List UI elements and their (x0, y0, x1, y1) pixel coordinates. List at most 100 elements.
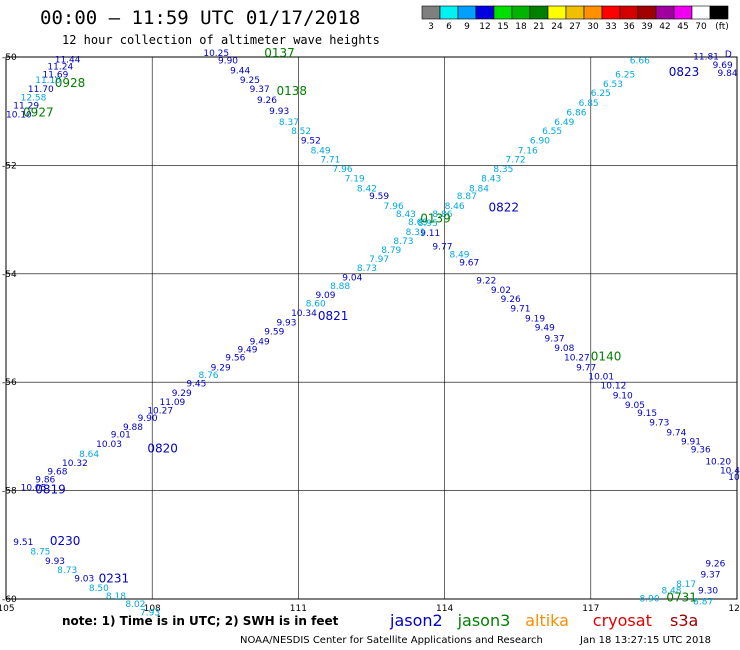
wave-height-value: 9.09 (315, 291, 335, 301)
wave-height-value: 7.96 (384, 202, 404, 212)
lat-tick-label: -56 (2, 378, 17, 388)
wave-height-value: 10.12 (601, 382, 627, 392)
legend-label: 39 (641, 22, 653, 32)
lon-tick-label: 108 (144, 604, 161, 614)
legend-swatch (547, 5, 567, 20)
legend-label: 30 (587, 22, 599, 32)
legend-label: 42 (659, 22, 670, 32)
lat-tick-label: -52 (2, 161, 17, 171)
wave-height-value: 9.73 (649, 419, 669, 429)
legend-label: 3 (428, 22, 434, 32)
wave-height-value: 9.52 (301, 137, 321, 147)
wave-height-value: 11.29 (13, 101, 39, 111)
legend-swatch (583, 5, 603, 20)
wave-height-value: 8.79 (381, 246, 401, 256)
wave-height-value: 9.91 (681, 438, 701, 448)
wave-height-value: 7.19 (345, 175, 365, 185)
wave-height-value: 11.24 (47, 62, 73, 72)
legend-label: 24 (551, 22, 563, 32)
wave-height-value: 8.73 (57, 566, 77, 576)
lon-tick-label: 105 (0, 604, 15, 614)
legend-label: 21 (533, 22, 544, 32)
wave-height-value: 8.43 (481, 175, 501, 185)
wave-height-value: 7.93 (140, 608, 160, 618)
wave-height-value: 10.27 (147, 407, 173, 417)
wave-height-value: 9.37 (545, 335, 565, 345)
lat-tick-label: -60 (2, 595, 17, 605)
wave-height-value: 9.36 (691, 446, 711, 456)
legend-label: 70 (695, 22, 707, 32)
wave-height-value: 9.90 (218, 57, 238, 67)
wave-height-value: 8.17 (676, 580, 696, 590)
wave-height-value: 9.01 (111, 430, 131, 440)
wave-height-value: 11.10 (35, 76, 61, 86)
wave-height-value: 11.70 (28, 85, 54, 95)
wave-height-value: 10.34 (291, 309, 317, 319)
wave-height-value: 9.68 (47, 467, 67, 477)
legend-swatch (457, 5, 477, 20)
legend-swatch (619, 5, 639, 20)
wave-height-value: 9.49 (250, 337, 270, 347)
pass-time-label: 0819 (35, 482, 66, 496)
satellite-name: cryosat (593, 611, 652, 630)
legend-swatch (493, 5, 513, 20)
legend-unit: (ft) (715, 22, 729, 32)
wave-height-value: 7.72 (506, 156, 526, 166)
wave-height-value: 11.81 (693, 53, 719, 63)
wave-height-value: 9.59 (264, 328, 284, 338)
wave-height-value: 9.86 (35, 475, 55, 485)
wave-height-value: 8.31 (406, 228, 426, 238)
lon-tick-label: 117 (582, 604, 599, 614)
pass-time-label: 0230 (50, 534, 81, 548)
pass-time-label: 0820 (147, 442, 178, 456)
footer-timestamp: Jan 18 13:27:15 UTC 2018 (579, 635, 711, 646)
wave-height-value: 9.19 (525, 314, 545, 324)
wave-height-value: 8.75 (30, 548, 50, 558)
wave-height-value: 10.91 (728, 473, 740, 483)
wave-height-value: 9.56 (225, 354, 245, 364)
legend-swatch (709, 5, 729, 20)
wave-height-value: 9.37 (250, 85, 270, 95)
wave-height-value: 12.58 (21, 93, 47, 103)
pass-time-label: 0137 (264, 46, 295, 60)
pass-time-label: 0140 (591, 350, 622, 364)
wave-height-value: 9.44 (230, 66, 250, 76)
wave-height-value: 11.69 (43, 71, 69, 81)
wave-height-value: 8.86 (432, 210, 452, 220)
wave-height-value: 10.32 (62, 459, 88, 469)
wave-height-value: 9.11 (420, 229, 440, 239)
track-labels: 0138013901400822082108190231082311.819.6… (35, 50, 738, 586)
wave-height-value: 10.01 (588, 372, 614, 382)
wave-height-value: 8.49 (311, 146, 331, 156)
wave-height-value: 9.26 (705, 559, 725, 569)
satellite-name: jason2 (389, 611, 443, 630)
wave-height-value: 10.27 (564, 354, 590, 364)
wave-height-value: 8.52 (291, 127, 311, 137)
wave-height-value: 6.90 (530, 137, 550, 147)
wave-height-value: 8.87 (693, 597, 713, 607)
wave-height-value: 9.74 (666, 428, 686, 438)
wave-height-value: 9.84 (718, 69, 738, 79)
wave-height-value: 8.87 (457, 192, 477, 202)
lat-tick-label: -58 (2, 487, 17, 497)
wave-height-value: 8.42 (357, 184, 377, 194)
wave-height-value: 9.03 (74, 575, 94, 585)
wave-height-value: 9.05 (625, 401, 645, 411)
wave-height-value: 10.10 (6, 111, 32, 121)
page-subtitle: 12 hour collection of altimeter wave hei… (62, 33, 380, 47)
wave-height-value: 9.90 (138, 414, 158, 424)
wave-height-value: 9.04 (342, 273, 362, 283)
wave-height-value: 6.25 (615, 71, 635, 81)
wave-height-value: 9.26 (257, 96, 277, 106)
wave-height-value: 9.93 (45, 557, 65, 567)
footer-credit: NOAA/NESDIS Center for Satellite Applica… (240, 635, 543, 646)
pass-time-label: 0138 (276, 84, 307, 98)
wave-height-value: 8.37 (279, 118, 299, 128)
wave-height-value: 10.20 (705, 458, 731, 468)
pass-time-label: 0927 (23, 106, 54, 120)
wave-height-value: 8.73 (357, 264, 377, 274)
legend-swatch (529, 5, 549, 20)
legend-label: 36 (623, 22, 635, 32)
lon-tick-label: 114 (436, 604, 453, 614)
wave-height-value: 6.55 (542, 127, 562, 137)
